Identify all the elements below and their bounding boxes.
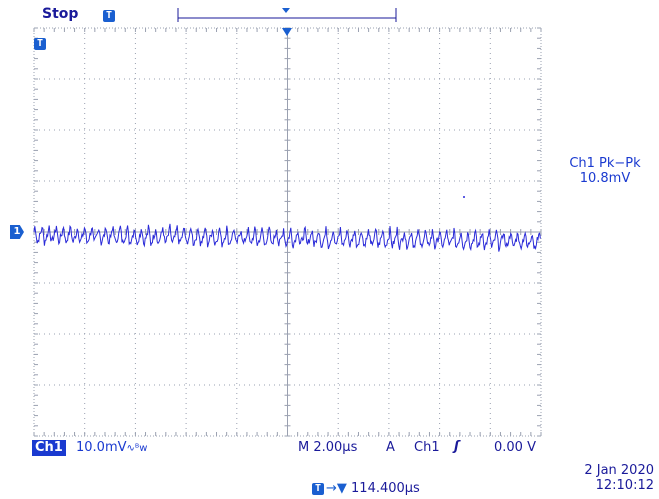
measurement-name: Ch1 Pk−Pk (569, 156, 641, 171)
measurement-readout: Ch1 Pk−Pk 10.8mV (560, 156, 650, 186)
date-time: 2 Jan 2020 12:10:12 (560, 463, 654, 493)
record-position-indicator (177, 8, 397, 22)
graticule-grid (33, 27, 542, 437)
trigger-position-icon: T (312, 482, 324, 495)
trigger-slope-icon: ʃ (454, 439, 460, 454)
measurement-value: 10.8mV (579, 171, 631, 186)
status-bar: Ch1 10.0mV∿ᴮw M 2.00µs A Ch1 ʃ 0.00 V (0, 439, 659, 460)
ch1-ground-marker[interactable]: 1 (10, 225, 24, 239)
ch1-channel-badge[interactable]: Ch1 (32, 440, 66, 456)
trigger-source: Ch1 (414, 440, 440, 455)
trigger-level-icon: T (34, 38, 46, 50)
trigger-level: 0.00 V (494, 440, 536, 455)
trigger-mode: A (386, 440, 395, 455)
date: 2 Jan 2020 (584, 463, 654, 478)
arrow-icon: →▼ (326, 481, 347, 496)
trigger-position-value: 114.400µs (351, 481, 420, 496)
bandwidth-limit-icon: ∿ᴮw (126, 443, 148, 454)
acquisition-status: Stop (42, 6, 79, 22)
trigger-position-readout: T →▼ 114.400µs (312, 481, 420, 496)
time: 12:10:12 (595, 478, 654, 493)
ch1-volts-per-div: 10.0mV (76, 440, 127, 455)
timebase-readout: M 2.00µs (298, 440, 358, 455)
trigger-position-marker (282, 28, 292, 36)
trigger-icon: T (103, 10, 115, 22)
ch1-waveform-trace (33, 223, 541, 252)
ch1-scale: 10.0mV∿ᴮw (76, 440, 147, 455)
stray-point (463, 196, 465, 198)
